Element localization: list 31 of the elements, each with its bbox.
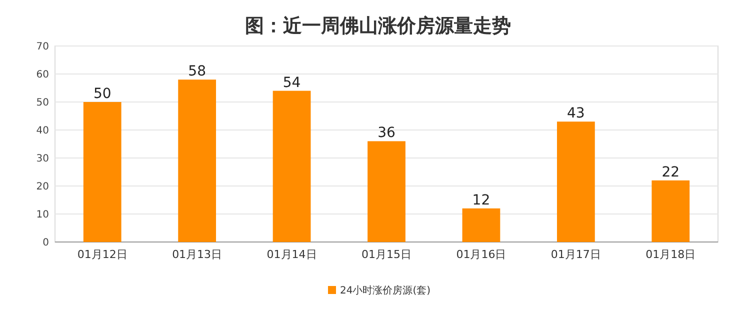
x-tick-label: 01月16日 [456,248,506,261]
bar [272,90,311,242]
data-label: 58 [188,64,206,80]
data-label: 54 [282,74,301,91]
y-tick-label: 10 [36,210,49,220]
legend-label: 24小时涨价房源(套) [340,284,431,296]
bar [462,208,500,242]
x-tick-label: 01月17日 [550,248,601,261]
y-tick-label: 50 [36,98,49,108]
data-label: 12 [472,192,490,208]
y-tick-label: 20 [36,182,49,192]
bar [652,180,690,242]
data-label: 36 [378,125,396,142]
data-label: 43 [567,106,585,122]
chart-title: 图：近一周佛山涨价房源量走势 [245,15,511,37]
bar [368,141,406,242]
bar [178,80,216,242]
y-tick-label: 30 [36,154,49,164]
x-tick-label: 01月12日 [77,248,128,261]
data-label: 50 [93,86,112,102]
x-tick-label: 01月13日 [172,248,222,261]
x-tick-label: 01月18日 [646,248,696,261]
data-label: 22 [662,164,680,180]
bar [556,122,595,242]
x-tick-label: 01月14日 [266,248,317,261]
y-tick-label: 60 [36,70,49,80]
x-tick-label: 01月15日 [362,248,412,261]
y-tick-label: 70 [36,42,49,52]
y-tick-label: 0 [42,238,49,248]
y-tick-label: 40 [36,126,49,136]
bar [83,102,122,242]
